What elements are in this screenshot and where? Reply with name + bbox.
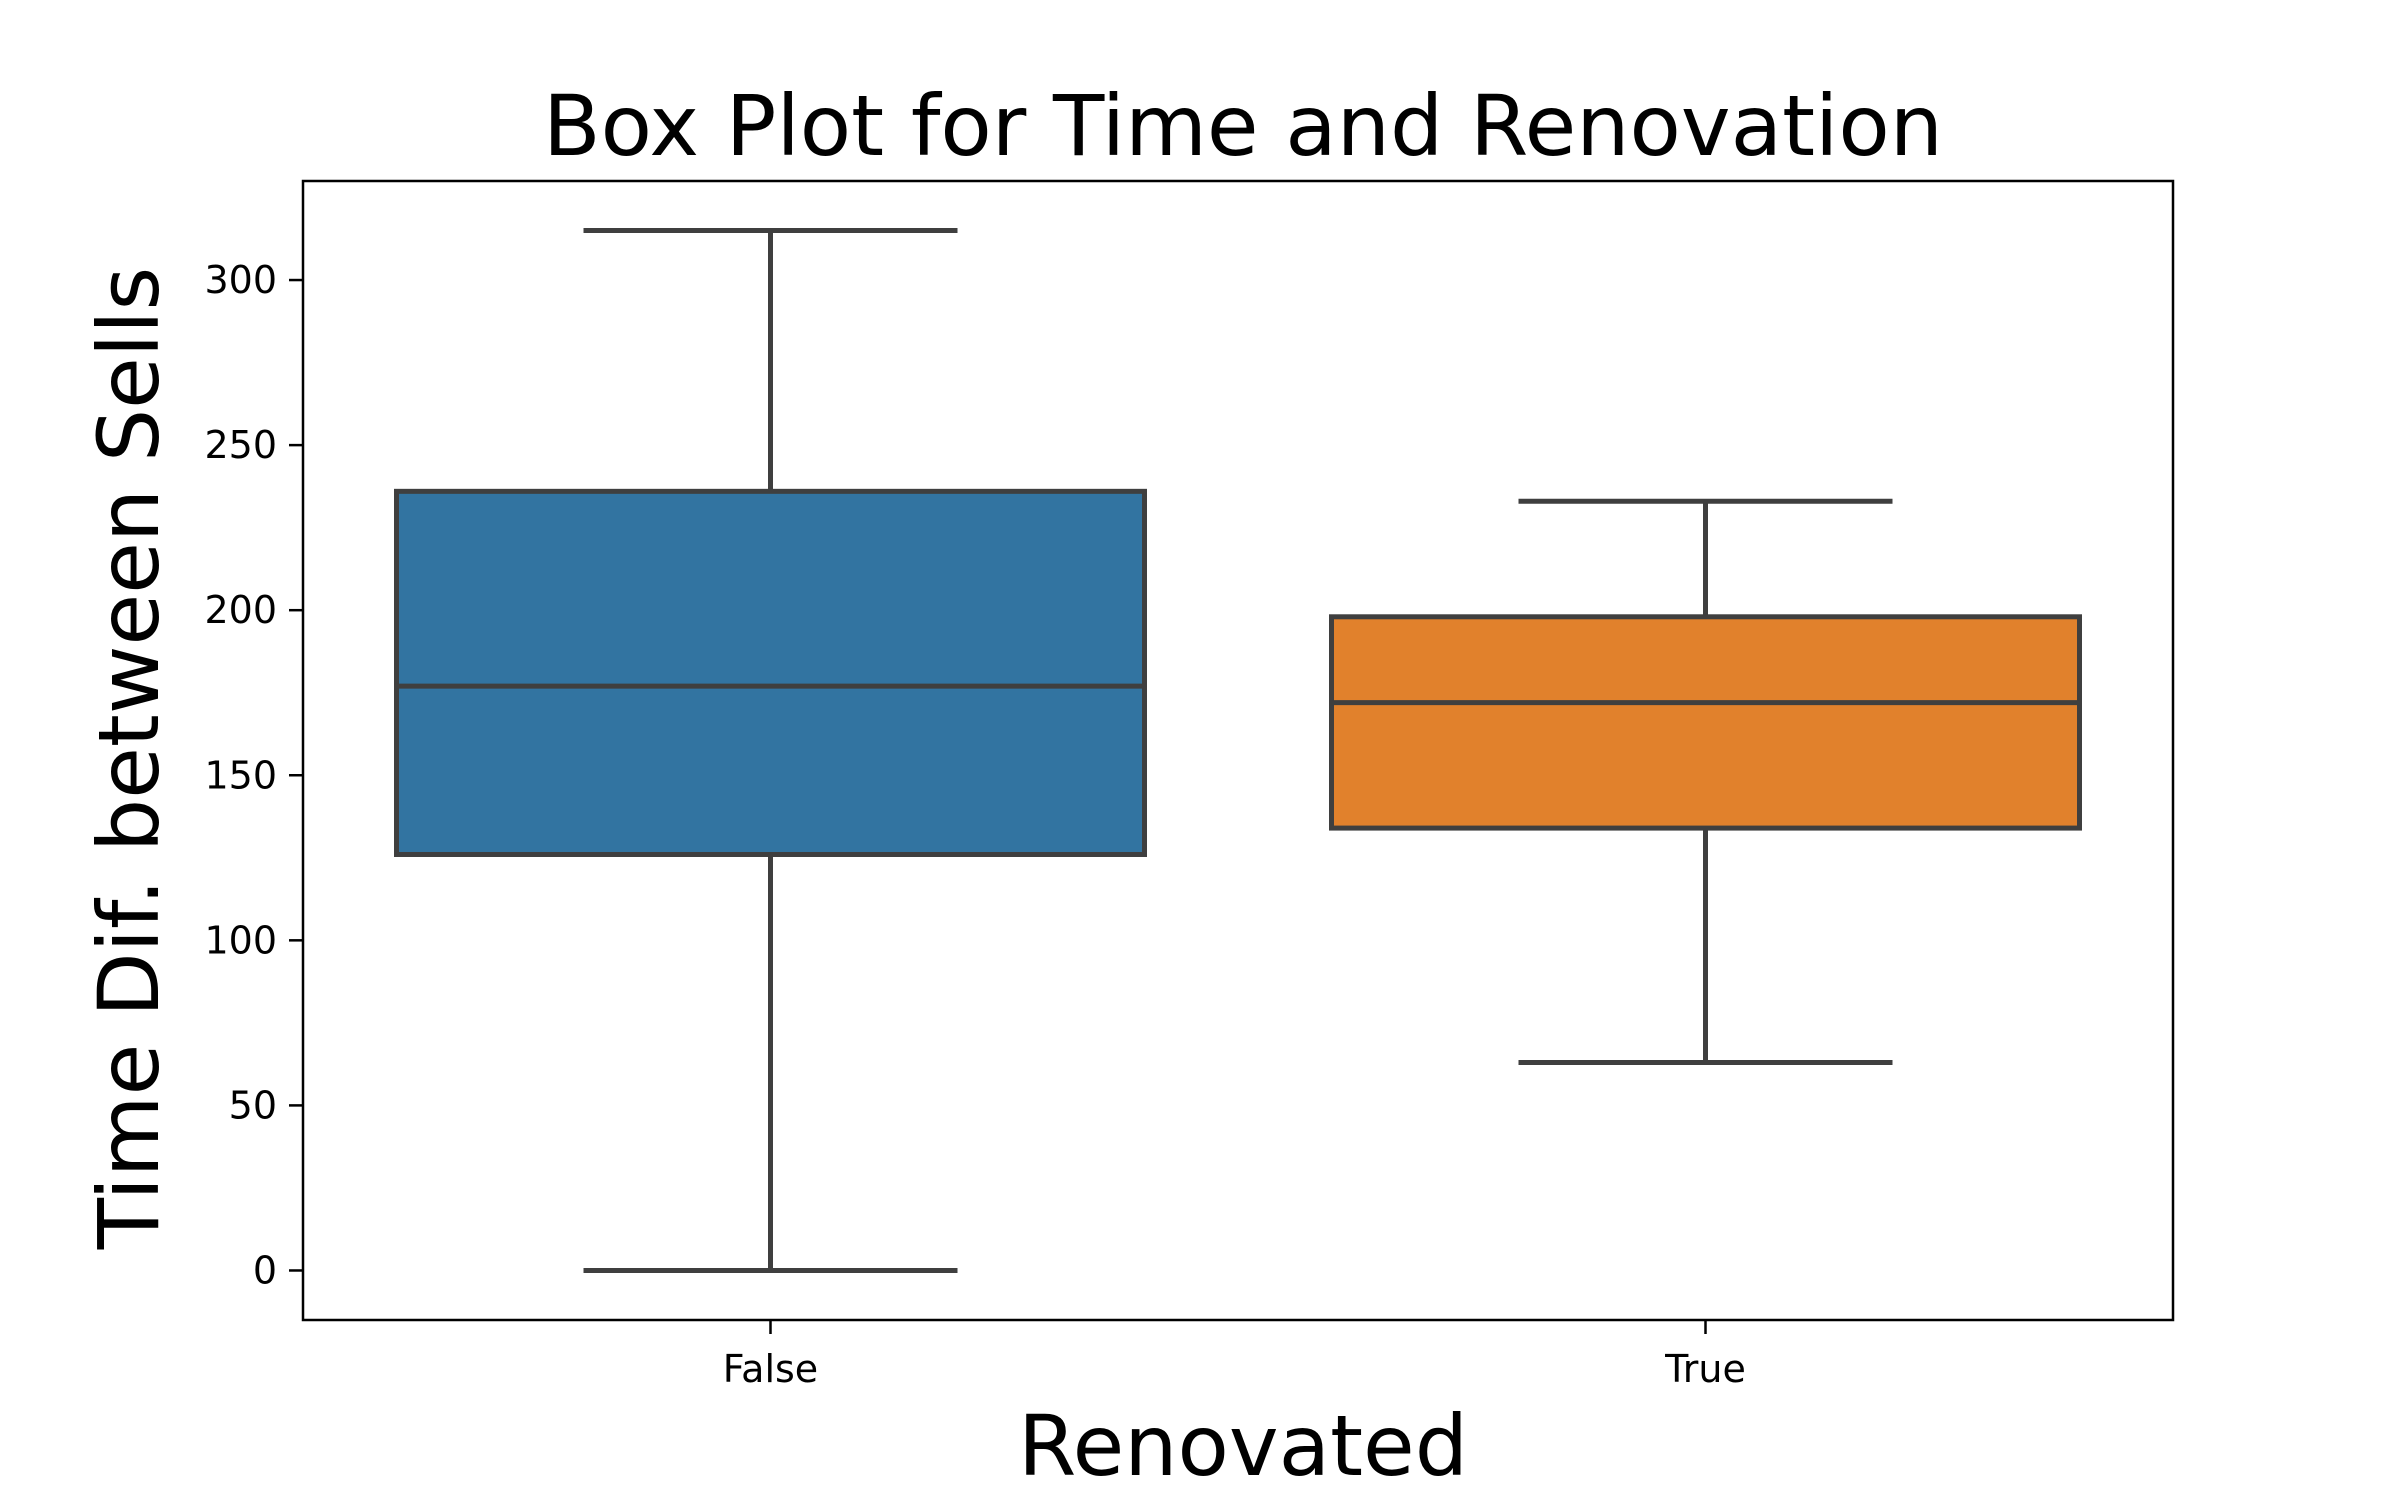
y-tick-label-50: 50 [229, 1083, 277, 1127]
y-tick-label-300: 300 [204, 258, 277, 302]
y-tick-label-0: 0 [253, 1248, 277, 1292]
box-false [394, 488, 1147, 857]
plot-frame [301, 179, 2175, 1322]
chart-title: Box Plot for Time and Renovation [543, 77, 1943, 175]
box-true [1329, 614, 2082, 831]
y-tick-label-100: 100 [204, 918, 277, 962]
x-tick-label-true: True [1664, 1347, 1746, 1391]
x-axis-label: Renovated [1018, 1397, 1468, 1495]
y-tick-label-250: 250 [204, 423, 277, 467]
x-tick-label-false: False [723, 1347, 818, 1391]
y-axis-label: Time Dif. between Sells [80, 267, 178, 1251]
y-tick-label-200: 200 [204, 588, 277, 632]
y-tick-label-150: 150 [204, 753, 277, 797]
